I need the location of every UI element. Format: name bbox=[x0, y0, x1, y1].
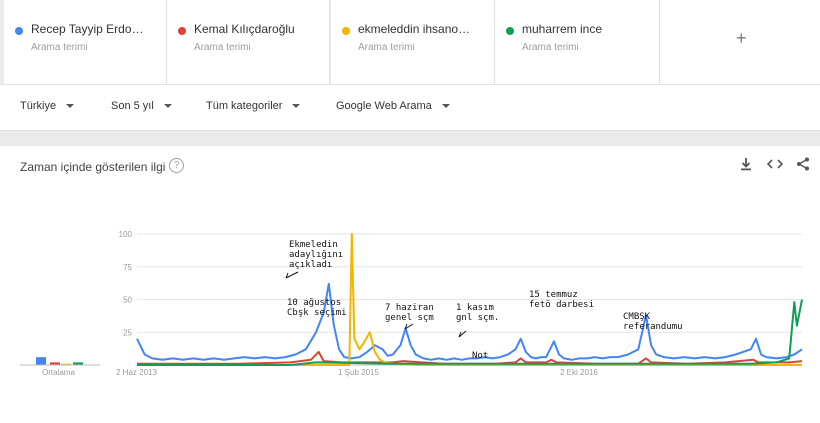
annotation-text: 1 kasım bbox=[456, 303, 494, 313]
term-1-subtitle: Arama terimi bbox=[194, 42, 251, 53]
help-icon[interactable]: ? bbox=[169, 158, 184, 173]
chevron-down-icon bbox=[441, 104, 450, 109]
embed-icon[interactable] bbox=[766, 157, 784, 174]
series-line-0 bbox=[136, 282, 803, 361]
term-2-subtitle: Arama terimi bbox=[358, 42, 415, 53]
term-3-name: muharrem ince bbox=[522, 22, 603, 36]
plus-icon: + bbox=[736, 28, 747, 48]
category-dropdown[interactable]: Tüm kategoriler bbox=[206, 100, 301, 112]
annotation-arrow bbox=[404, 323, 414, 330]
average-bar bbox=[61, 363, 71, 365]
series-line-3 bbox=[137, 299, 803, 366]
annotation-text: CMBŞK bbox=[623, 312, 651, 322]
average-bar bbox=[73, 362, 83, 365]
term-card-0[interactable]: Recep Tayyip Erdo… Arama terimi bbox=[4, 0, 167, 84]
annotation-text: Ekmeledin bbox=[289, 240, 338, 250]
add-term-button[interactable]: + bbox=[660, 0, 820, 84]
y-tick-label: 100 bbox=[119, 230, 133, 239]
card-title: Zaman içinde gösterilen ilgi bbox=[20, 160, 166, 174]
term-2-color-dot bbox=[342, 27, 350, 35]
category-label: Tüm kategoriler bbox=[206, 100, 283, 112]
annotation-arrow bbox=[285, 271, 299, 279]
term-card-1[interactable]: Kemal Kılıçdaroğlu Arama terimi bbox=[167, 0, 330, 84]
search-terms-bar: Recep Tayyip Erdo… Arama terimi Kemal Kı… bbox=[0, 0, 820, 84]
chevron-down-icon bbox=[163, 104, 172, 109]
y-tick-label: 75 bbox=[123, 263, 132, 272]
term-1-name: Kemal Kılıçdaroğlu bbox=[194, 22, 295, 36]
term-card-3[interactable]: muharrem ince Arama terimi bbox=[495, 0, 660, 84]
term-card-2[interactable]: ekmeleddin ihsano… Arama terimi bbox=[331, 0, 495, 84]
annotation-text: gnl sçm. bbox=[456, 313, 499, 323]
annotation-text: 15 temmuz bbox=[529, 290, 578, 300]
term-3-subtitle: Arama terimi bbox=[522, 42, 579, 53]
download-icon[interactable] bbox=[739, 157, 753, 174]
country-label: Türkiye bbox=[20, 100, 57, 112]
term-1-color-dot bbox=[178, 27, 186, 35]
search-type-dropdown[interactable]: Google Web Arama bbox=[336, 100, 450, 112]
term-3-color-dot bbox=[506, 27, 514, 35]
annotation-text: Not bbox=[472, 351, 488, 361]
y-tick-label: 50 bbox=[123, 296, 132, 305]
term-0-color-dot bbox=[15, 27, 23, 35]
chevron-down-icon bbox=[292, 104, 301, 109]
y-tick-label: 25 bbox=[123, 328, 132, 337]
annotation-text: adaylığını bbox=[289, 250, 343, 260]
annotation-text: genel sçm bbox=[385, 313, 434, 323]
average-bar bbox=[50, 362, 60, 365]
interest-over-time-card: Zaman içinde gösterilen ilgi ? 100 75 50 25… bbox=[0, 146, 820, 423]
series-line-2 bbox=[137, 233, 802, 366]
country-dropdown[interactable]: Türkiye bbox=[20, 100, 75, 112]
x-tick-label: 2 Eki 2016 bbox=[560, 368, 598, 377]
period-label: Son 5 yıl bbox=[111, 100, 154, 112]
x-tick-label: 2 Haz 2013 bbox=[116, 368, 157, 377]
share-icon[interactable] bbox=[796, 157, 810, 174]
term-0-subtitle: Arama terimi bbox=[31, 42, 88, 53]
term-0-name: Recep Tayyip Erdo… bbox=[31, 22, 144, 36]
chevron-down-icon bbox=[66, 104, 75, 109]
average-bar bbox=[36, 357, 46, 365]
filter-bar: Türkiye Son 5 yıl Tüm kategoriler Google… bbox=[0, 84, 820, 131]
annotation-text: 7 haziran bbox=[385, 303, 434, 313]
annotation-text: açıkladı bbox=[289, 260, 332, 270]
annotation-arrow bbox=[458, 330, 467, 338]
annotation-text: Cbşk seçimi bbox=[287, 308, 347, 318]
average-label: Ortalama bbox=[42, 368, 75, 377]
x-tick-label: 1 Şub 2015 bbox=[338, 368, 379, 377]
period-dropdown[interactable]: Son 5 yıl bbox=[111, 100, 172, 112]
annotation-text: 10 ağustos bbox=[287, 298, 341, 308]
annotation-text: referandumu bbox=[623, 322, 683, 332]
term-2-name: ekmeleddin ihsano… bbox=[358, 22, 471, 36]
search-type-label: Google Web Arama bbox=[336, 100, 432, 112]
annotation-text: fetö darbesi bbox=[529, 300, 594, 310]
